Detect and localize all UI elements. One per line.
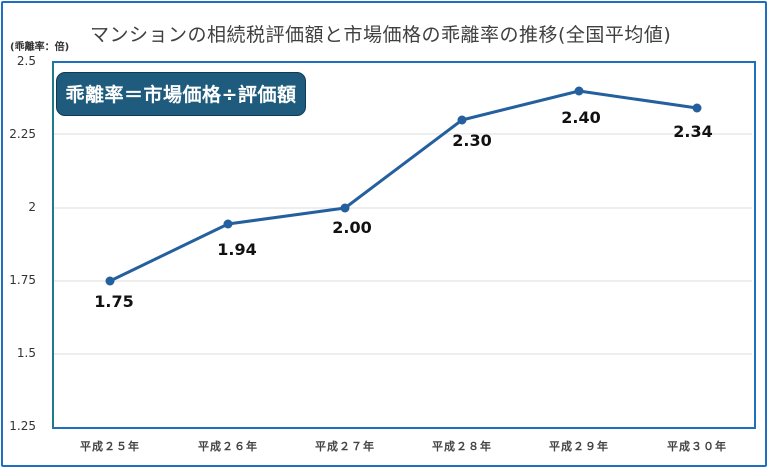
data-label: 1.75: [94, 292, 134, 311]
data-label: 1.94: [217, 240, 257, 259]
data-point-marker: [574, 86, 584, 96]
data-label: 2.30: [452, 131, 492, 150]
formula-annotation: 乖離率＝市場価格÷評価額: [56, 72, 306, 116]
chart-title: マンションの相続税評価額と市場価格の乖離率の推移(全国平均値): [90, 24, 672, 46]
data-point-marker: [105, 276, 115, 286]
plot-area: [52, 61, 756, 429]
x-tick-label: 平成２６年: [198, 440, 258, 453]
data-label: 2.00: [332, 218, 372, 237]
gridlines: [54, 133, 752, 355]
series-line: [109, 89, 698, 283]
data-point-marker: [340, 203, 350, 213]
data-point-marker: [223, 219, 233, 229]
y-tick-label: 1.75: [9, 273, 36, 287]
data-point-marker: [692, 103, 702, 113]
x-tick-label: 平成３０年: [667, 440, 727, 453]
y-tick-label: 1.5: [16, 346, 36, 360]
data-point-marker: [457, 115, 467, 125]
x-tick-label: 平成２７年: [315, 440, 375, 453]
y-tick-label: 2.25: [9, 127, 36, 141]
y-tick-label: 2.5: [16, 54, 36, 68]
data-markers: [105, 86, 702, 286]
x-tick-label: 平成２８年: [432, 440, 492, 453]
data-label: 2.40: [561, 108, 601, 127]
data-label: 2.34: [673, 122, 713, 141]
x-tick-label: 平成２５年: [80, 440, 140, 453]
y-tick-label: 1.25: [9, 419, 36, 433]
x-tick-label: 平成２９年: [549, 440, 609, 453]
y-tick-label: 2: [28, 200, 36, 214]
y-axis-unit-label: (乖離率：倍): [10, 42, 70, 53]
